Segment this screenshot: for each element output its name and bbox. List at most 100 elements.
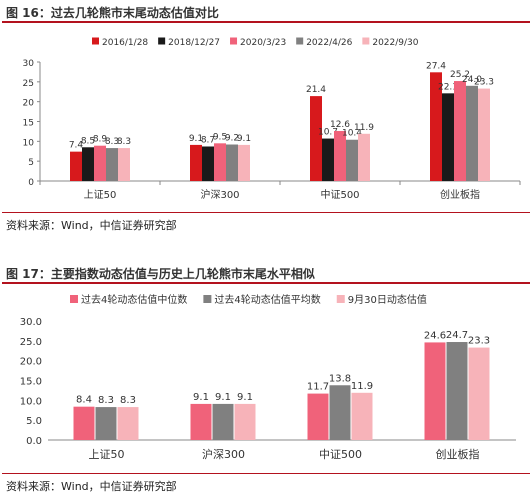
y-tick-label: 0: [28, 178, 34, 188]
bar-3-0: [106, 148, 118, 181]
x-category-label: 创业板指: [436, 447, 480, 461]
bar-4-1: [238, 144, 250, 181]
bar-4-0: [118, 148, 130, 181]
y-tick-label: 15.0: [20, 377, 42, 388]
bar-2-0: [94, 145, 106, 181]
y-tick-label: 5.0: [26, 416, 42, 427]
bar-3-2: [346, 139, 358, 181]
data-label: 8.4: [76, 395, 92, 406]
bar-1-0: [95, 407, 117, 440]
data-label: 11.9: [351, 381, 373, 392]
figure-17-source: 资料来源：Wind，中信证券研究部: [6, 480, 177, 493]
x-category-label: 中证500: [319, 448, 362, 461]
bar-4-3: [478, 88, 490, 181]
bar-0-1: [190, 144, 202, 181]
y-tick-label: 25: [23, 79, 34, 89]
data-label: 8.3: [120, 395, 136, 406]
data-label: 13.8: [329, 373, 351, 384]
legend-swatch-2: [336, 295, 345, 303]
data-label: 27.4: [426, 61, 446, 71]
legend-label-3: 2022/4/26: [306, 38, 352, 48]
y-tick-label: 10: [23, 138, 35, 148]
bar-2-1: [234, 403, 256, 440]
data-label: 12.6: [330, 120, 350, 130]
data-label: 25.2: [450, 70, 470, 80]
legend-label-2: 2020/3/23: [240, 38, 286, 48]
data-label: 9.2: [225, 134, 239, 144]
x-category-label: 创业板指: [440, 188, 480, 201]
bar-0-0: [70, 151, 82, 181]
legend-swatch-0: [70, 295, 78, 303]
chart-figure-16: 2016/1/28 2018/12/27 2020/3/23 2022/4/26 202…: [23, 37, 521, 201]
data-label: 10.4: [342, 129, 362, 139]
bar-2-0: [117, 407, 139, 440]
bar-2-3: [468, 347, 490, 440]
chart-figure-17: 过去4轮动态估值中位数 过去4轮动态估值平均数 9月30日动态估值 0.0 5.0 10.…: [20, 293, 516, 461]
data-label: 11.7: [307, 382, 329, 393]
data-label: 8.3: [117, 137, 131, 147]
y-tick-label: 10.0: [20, 396, 42, 407]
y-tick-label: 20.0: [20, 357, 42, 368]
data-label: 9.5: [213, 132, 227, 142]
legend-label-1: 2018/12/27: [168, 38, 220, 48]
data-label: 8.3: [98, 395, 114, 406]
figure-17-top-rule: [2, 282, 530, 284]
y-tick-label: 15: [23, 119, 34, 129]
data-label: 11.9: [354, 123, 374, 133]
data-label: 8.9: [93, 135, 108, 145]
y-tick-label: 20: [23, 99, 35, 109]
bar-1-1: [202, 146, 214, 181]
data-label: 24.6: [424, 330, 446, 341]
bar-2-2: [334, 131, 346, 181]
bar-1-2: [322, 138, 334, 181]
y-tick-label: 30: [23, 59, 35, 69]
legend-swatch-1: [203, 295, 212, 303]
figure-16-title: 图 16：过去几轮熊市末尾动态估值对比: [6, 6, 219, 20]
y-tick-label: 0.0: [26, 436, 42, 447]
bar-1-3: [442, 93, 454, 181]
bar-0-0: [73, 406, 95, 440]
bar-3-3: [466, 85, 478, 181]
data-label: 8.7: [201, 135, 215, 145]
bar-2-1: [214, 143, 226, 181]
y-tick-label: 25.0: [20, 337, 42, 348]
bar-3-1: [226, 144, 238, 181]
data-label: 24.0: [462, 75, 482, 85]
figure-16-bottom-rule: [2, 212, 530, 213]
figure-16-top-rule: [2, 21, 530, 23]
bar-0-1: [190, 403, 212, 440]
figure-17-title: 图 17：主要指数动态估值与历史上几轮熊市末尾水平相似: [6, 267, 315, 281]
bar-4-2: [358, 133, 370, 181]
x-category-label: 上证50: [89, 448, 125, 461]
x-category-label: 沪深300: [202, 447, 245, 461]
data-label: 7.4: [69, 141, 84, 151]
data-label: 23.3: [468, 336, 490, 347]
data-label: 23.3: [474, 78, 494, 88]
legend-swatch-1: [158, 37, 166, 45]
data-label: 10.7: [318, 128, 338, 138]
legend-label-1: 过去4轮动态估值平均数: [214, 293, 320, 306]
legend-label-4: 2022/9/30: [372, 38, 418, 48]
data-label: 9.1: [193, 392, 209, 403]
legend-swatch-2: [230, 37, 238, 45]
bar-2-3: [454, 81, 466, 181]
y-tick-label: 5: [28, 158, 34, 168]
bar-0-2: [310, 96, 322, 181]
x-category-label: 中证500: [320, 188, 359, 201]
data-label: 21.4: [306, 85, 326, 95]
bar-0-2: [307, 393, 329, 440]
bar-1-3: [446, 342, 468, 440]
legend-label-2: 9月30日动态估值: [348, 293, 427, 306]
data-label: 22.1: [438, 82, 458, 92]
x-category-label: 沪深300: [200, 188, 239, 201]
bar-0-3: [424, 342, 446, 440]
bar-1-2: [329, 385, 351, 440]
figure-16-source: 资料来源：Wind，中信证券研究部: [6, 219, 177, 232]
x-category-label: 上证50: [84, 189, 117, 201]
y-tick-label: 30.0: [20, 317, 42, 328]
figure-17-bottom-rule: [2, 473, 530, 474]
data-label: 9.1: [237, 134, 251, 144]
legend-swatch-3: [296, 37, 304, 45]
data-label: 24.7: [446, 330, 468, 341]
legend-swatch-0: [92, 37, 99, 45]
